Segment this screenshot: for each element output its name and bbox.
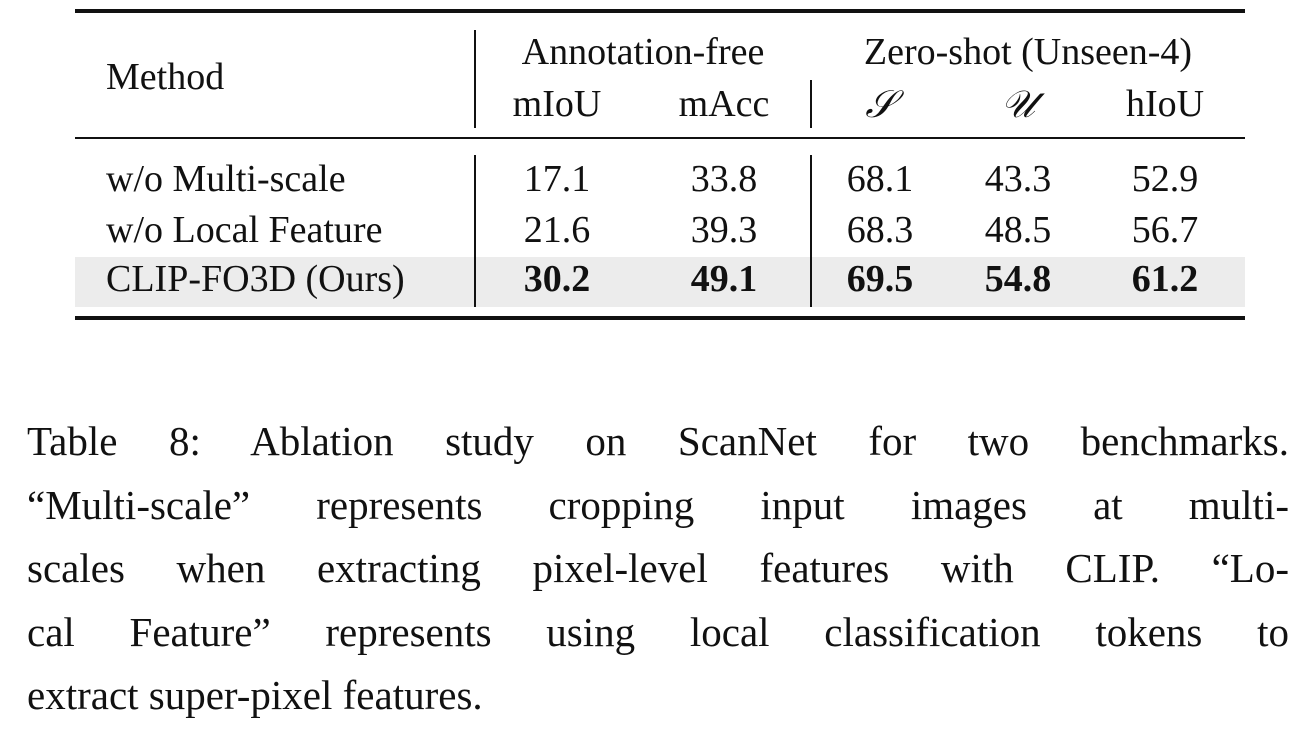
- caption-line: scales when extracting pixel-level featu…: [27, 545, 1289, 591]
- table-cell: 52.9: [1131, 158, 1199, 200]
- col-header-unseen: 𝒰: [1000, 82, 1036, 126]
- caption-line: Table 8: Ablation study on ScanNet for t…: [27, 418, 1289, 464]
- table-cell: 33.8: [690, 158, 758, 200]
- col-header-seen: 𝒮: [865, 82, 895, 126]
- method-separator-top: [474, 30, 476, 128]
- col-header-miou: mIoU: [512, 83, 602, 125]
- table-cell: 49.1: [690, 258, 758, 300]
- table-cell: 56.7: [1131, 209, 1199, 251]
- group-separator-top: [810, 80, 812, 128]
- table-cell: 21.6: [523, 209, 591, 251]
- col-header-macc: mAcc: [678, 83, 770, 125]
- col-header-hiou: hIoU: [1125, 83, 1205, 125]
- highlight-row-bg: [75, 257, 1245, 307]
- table-cell: 69.5: [846, 258, 914, 300]
- caption-line: “Multi-scale” represents cropping input …: [27, 481, 1289, 528]
- table-caption: Table 8: Ablation study on ScanNet for t…: [27, 410, 1289, 728]
- table-cell: 39.3: [690, 209, 758, 251]
- table-row-method: w/o Multi-scale: [106, 158, 346, 200]
- table-cell: 30.2: [523, 258, 591, 300]
- table-cell: 17.1: [523, 158, 591, 200]
- method-separator-body: [474, 155, 476, 307]
- table-cell: 68.1: [846, 158, 914, 200]
- caption-line: extract super-pixel features.: [27, 672, 483, 718]
- table-row-method: CLIP-FO3D (Ours): [106, 258, 405, 300]
- table-row-method: w/o Local Feature: [106, 209, 383, 251]
- header-rule: [75, 137, 1245, 139]
- bottom-rule: [75, 316, 1245, 320]
- group-separator-body: [810, 155, 812, 307]
- group-header-annotation-free: Annotation-free: [521, 31, 765, 73]
- table-cell: 68.3: [846, 209, 914, 251]
- table-cell: 61.2: [1131, 258, 1199, 300]
- table-cell: 43.3: [984, 158, 1052, 200]
- method-header: Method: [106, 56, 225, 98]
- caption-line: cal Feature” represents using local clas…: [27, 608, 1289, 655]
- table-cell: 48.5: [984, 209, 1052, 251]
- group-header-zero-shot: Zero-shot (Unseen-4): [863, 31, 1193, 73]
- top-rule: [75, 9, 1245, 13]
- table-cell: 54.8: [984, 258, 1052, 300]
